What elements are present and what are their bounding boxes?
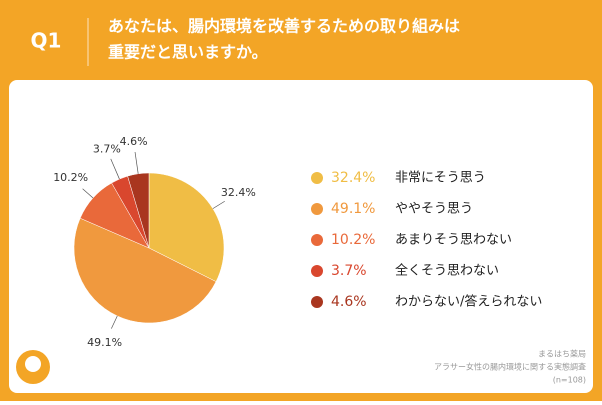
pie-slice: [73, 217, 217, 324]
logo-face: [25, 356, 41, 372]
legend-marker: [311, 203, 323, 215]
data-label: 4.6%: [120, 135, 148, 148]
legend-marker: [311, 234, 323, 246]
leader-line: [134, 151, 139, 174]
pie-slice: [127, 172, 150, 249]
source: (n=108): [553, 376, 586, 385]
logo: [16, 350, 50, 384]
legend-label: あまりそう思わない: [395, 233, 512, 248]
leader-line: [110, 158, 120, 180]
legend-value: 4.6%: [331, 294, 367, 310]
legend-value: 3.7%: [331, 263, 367, 279]
legend-marker: [311, 265, 323, 277]
legend-value: 49.1%: [331, 201, 375, 217]
chart-title: あなたは、腸内環境を改善するための取り組みは: [108, 17, 460, 36]
legend-value: 10.2%: [331, 232, 375, 248]
legend-value: 32.4%: [331, 170, 375, 186]
legend-label: 非常にそう思う: [395, 171, 486, 186]
chart-title: 重要だと思いますか。: [108, 43, 268, 62]
source: アラサー女性の腸内環境に関する実態調査: [434, 362, 586, 372]
question-number: Q1: [31, 29, 62, 53]
data-label: 49.1%: [87, 336, 122, 349]
data-label: 32.4%: [221, 186, 256, 199]
legend-marker: [311, 172, 323, 184]
legend-label: わからない/答えられない: [395, 294, 542, 310]
data-label: 3.7%: [93, 143, 121, 156]
legend-label: ややそう思う: [395, 202, 473, 217]
source: まるはち薬局: [538, 349, 586, 359]
leader-line: [111, 315, 118, 329]
legend-marker: [311, 296, 323, 308]
data-label: 10.2%: [53, 171, 88, 184]
leader-line: [212, 200, 225, 209]
leader-line: [82, 188, 94, 199]
legend-label: 全くそう思わない: [395, 263, 499, 279]
